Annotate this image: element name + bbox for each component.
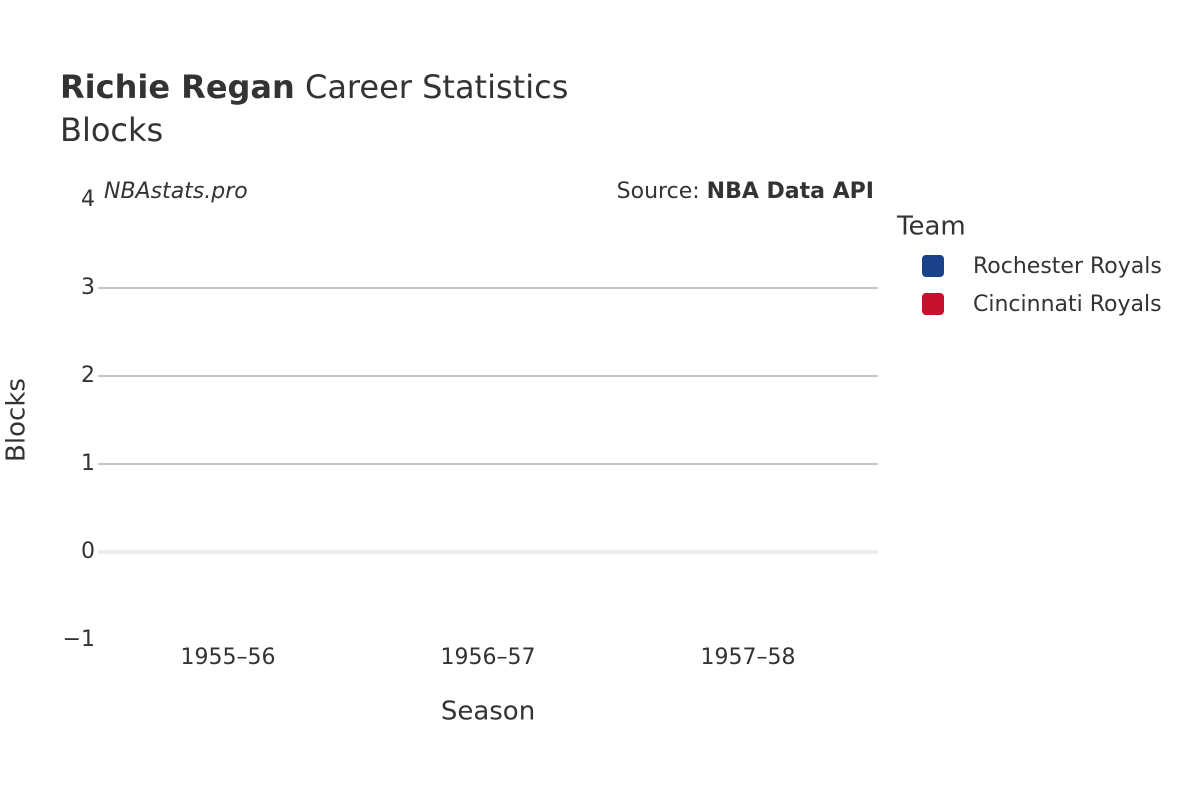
title-rest: Career Statistics — [305, 68, 568, 106]
watermark: NBAstats.pro — [104, 179, 248, 204]
chart-title: Richie Regan Career Statistics — [60, 68, 568, 106]
legend-label: Cincinnati Royals — [973, 292, 1162, 317]
x-tick-label: 1955–56 — [181, 645, 276, 670]
y-tick-label: 2 — [81, 363, 95, 388]
title-bold: Richie Regan — [60, 68, 295, 106]
source: Source: NBA Data API — [617, 179, 874, 204]
chart-subtitle: Blocks — [60, 111, 163, 149]
y-tick-label: 3 — [81, 275, 95, 300]
y-tick-label: 0 — [81, 539, 95, 564]
x-tick-label: 1956–57 — [441, 645, 536, 670]
y-tick-label: −1 — [63, 627, 95, 652]
y-tick-label: 4 — [81, 187, 95, 212]
y-axis-title: Blocks — [2, 378, 32, 462]
x-axis-title: Season — [441, 697, 535, 727]
legend-label: Rochester Royals — [973, 254, 1162, 279]
legend-swatch — [922, 255, 944, 277]
x-tick-label: 1957–58 — [701, 645, 796, 670]
y-tick-label: 1 — [81, 451, 95, 476]
legend-title: Team — [896, 212, 966, 242]
source-name: NBA Data API — [707, 179, 874, 204]
legend-swatch — [922, 293, 944, 315]
source-label: Source: — [617, 179, 700, 204]
